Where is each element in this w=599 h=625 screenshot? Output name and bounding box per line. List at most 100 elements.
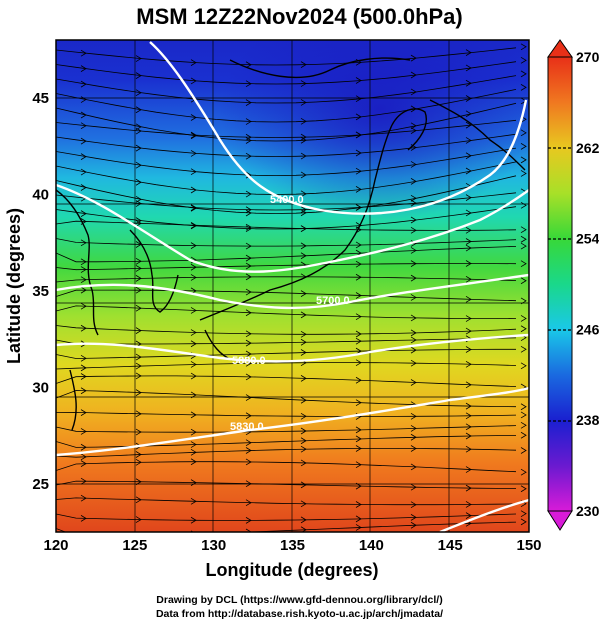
colorbar-tick-label: 270 [576,49,599,65]
wind-arrow [410,514,417,521]
wind-arrow [300,190,307,198]
wind-arrow [465,484,472,492]
streamline [56,480,517,489]
x-tick-label: 150 [516,537,541,554]
wind-arrow [245,439,252,447]
wind-arrow [520,226,527,234]
wind-arrow [135,200,142,207]
streamline [56,411,517,417]
colorbar-tick-label: 238 [576,412,599,428]
streamline [56,206,517,230]
streamline [56,305,517,319]
wind-arrow [80,122,87,130]
wind-arrow [355,337,362,345]
wind-arrow [410,71,417,79]
wind-arrow [355,186,362,193]
wind-arrow [190,222,197,230]
wind-arrow [465,275,472,283]
wind-arrow [355,226,362,234]
streamline [56,102,517,142]
x-axis-ticks: 120 125 130 135 140 145 150 [43,537,541,554]
wind-arrow [300,330,307,338]
wind-arrow [245,209,252,217]
colorbar-tick-label: 262 [576,140,599,156]
wind-arrow [520,260,527,268]
wind-arrow [465,445,472,453]
wind-arrow [245,133,252,141]
wind-arrow [135,451,142,458]
colorbar-tick-label: 246 [576,321,599,337]
wind-arrow [300,252,307,260]
wind-arrow [520,43,527,51]
streamline [56,276,517,283]
wind-arrow [300,481,307,489]
wind-arrow [245,412,252,420]
wind-arrow [355,149,362,157]
wind-arrow [355,113,362,121]
wind-arrow [520,242,527,250]
colorbar-ticks: 270 262 254 246 238 230 [576,49,599,519]
wind-arrow [410,336,417,344]
wind-arrow [80,324,87,332]
wind-arrow [300,99,307,106]
wind-arrow [135,458,142,466]
streamline [56,147,517,176]
wind-arrow [410,199,417,207]
wind-arrow [355,524,362,531]
wind-arrow [245,517,252,524]
wind-arrow [520,235,527,243]
wind-arrow [300,412,307,420]
wind-arrow [190,307,197,314]
x-tick-label: 145 [438,537,463,554]
wind-arrow [355,95,362,103]
wind-arrow [190,204,197,212]
wind-arrow [135,516,142,523]
wind-arrow [245,273,252,281]
wind-arrow [190,77,197,85]
streamline [56,521,517,532]
wind-arrow [355,445,362,452]
wind-arrow [80,387,87,395]
wind-arrow [465,295,472,303]
wind-arrow [80,210,87,217]
wind-arrow [245,339,252,347]
wind-arrow [410,88,417,96]
wind-arrow [300,290,307,297]
wind-arrow [410,178,417,185]
wind-arrow [80,443,87,451]
contour-label: 5880.0 [232,355,266,367]
wind-arrow [135,304,142,312]
wind-arrow [410,412,417,420]
map-title: MSM 12Z22Nov2024 (500.0hPa) [136,4,463,29]
wind-arrow [245,309,252,317]
wind-arrow [465,49,472,56]
wind-arrow [520,315,527,322]
wind-arrow [520,84,527,91]
credit-drawing: Drawing by DCL (https://www.gfd-dennou.o… [156,594,443,606]
colorbar-tick-label: 254 [576,231,599,247]
y-tick-label: 40 [32,186,49,203]
wind-arrow [300,375,307,382]
streamline [56,425,517,433]
plot-area: 5400.0 5700.0 5880.0 5830.0 [56,40,529,532]
streamline [56,238,517,247]
wind-arrow [80,96,87,103]
wind-arrow [135,496,142,504]
wind-arrow [80,302,87,310]
wind-arrow [135,275,142,282]
wind-arrow [135,286,142,294]
wind-arrow [465,423,472,431]
streamline [56,513,517,521]
wind-arrow [190,516,197,524]
y-axis-label: Latitude (degrees) [4,208,24,364]
y-tick-label: 35 [32,283,49,300]
wind-arrow [135,144,142,152]
wind-arrow [465,194,472,201]
wind-arrow [465,152,472,160]
wind-arrow [245,99,252,106]
wind-arrow [465,95,472,102]
wind-arrow [355,313,362,321]
wind-arrow [520,201,527,209]
contour-5700 [56,273,529,310]
